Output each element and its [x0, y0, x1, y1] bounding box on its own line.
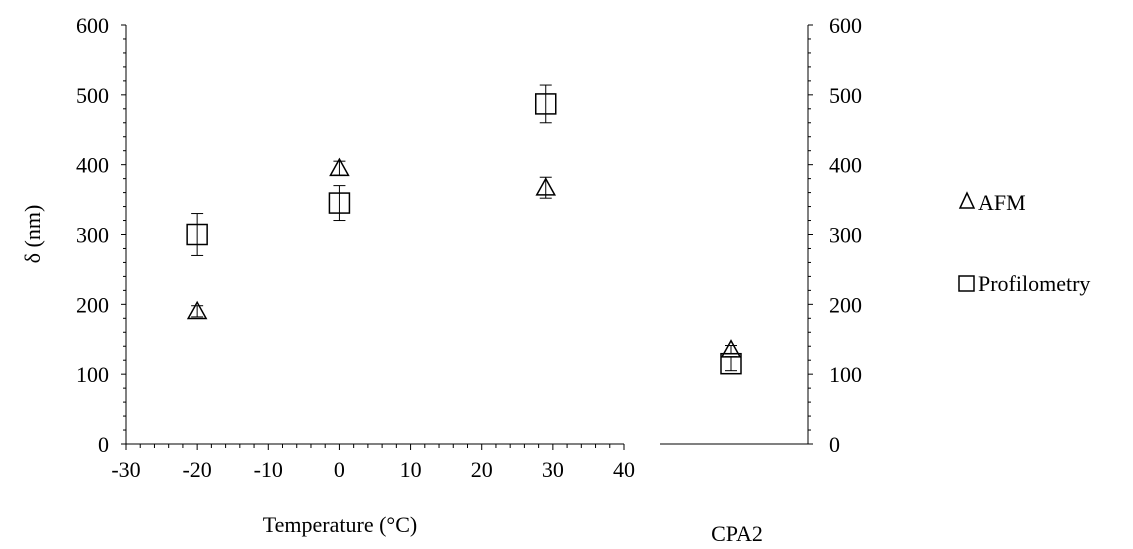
afm-point: [535, 177, 557, 196]
x-tick-label: 30: [542, 457, 564, 482]
legend: AFM Profilometry: [958, 190, 1090, 296]
x-tick-label: -20: [182, 457, 211, 482]
y-tick-label-right: 400: [829, 153, 862, 178]
y-tick-label-right: 0: [829, 432, 840, 457]
legend-triangle-icon: [958, 191, 976, 209]
main-plot-axes: 0 100 200 300 400 500 600 -30 -20 -10 0 10 20 30 40: [76, 13, 635, 482]
profilometry-point: [534, 93, 557, 115]
y-tick-label-left: 300: [76, 223, 109, 248]
x-tick-label: 10: [400, 457, 422, 482]
y-tick-label-left: 500: [76, 83, 109, 108]
legend-label-profilometry: Profilometry: [978, 271, 1090, 296]
x-tick-label: -30: [111, 457, 140, 482]
y-tick-label-left: 0: [98, 432, 109, 457]
y-tick-label-left: 400: [76, 153, 109, 178]
x-tick-label: 0: [334, 457, 345, 482]
y-tick-label-left: 600: [76, 13, 109, 38]
profilometry-point: [328, 192, 351, 214]
side-panel-label: CPA2: [711, 521, 763, 546]
y-axis-title: δ (nm): [20, 205, 45, 264]
afm-point: [186, 300, 208, 320]
profilometry-side-point: [720, 352, 742, 375]
y-tick-label-right: 200: [829, 292, 862, 317]
x-axis-title: Temperature (°C): [263, 512, 417, 537]
y-tick-label-left: 100: [76, 362, 109, 387]
side-panel-axes: 0 100 200 300 400 500 600: [660, 13, 862, 457]
legend-item-afm: AFM: [958, 190, 1026, 215]
afm-point: [329, 157, 350, 177]
legend-item-profilometry: Profilometry: [958, 271, 1090, 296]
data-marks: [186, 84, 742, 375]
y-tick-label-right: 300: [829, 223, 862, 248]
x-tick-label: 40: [613, 457, 635, 482]
profilometry-point: [186, 223, 208, 246]
y-tick-label-right: 600: [829, 13, 862, 38]
y-tick-label-right: 500: [829, 83, 862, 108]
legend-square-icon: [958, 275, 975, 292]
y-tick-label-right: 100: [829, 362, 862, 387]
legend-label-afm: AFM: [978, 190, 1026, 215]
x-tick-label: 20: [471, 457, 493, 482]
x-tick-label: -10: [254, 457, 283, 482]
y-tick-label-left: 200: [76, 292, 109, 317]
